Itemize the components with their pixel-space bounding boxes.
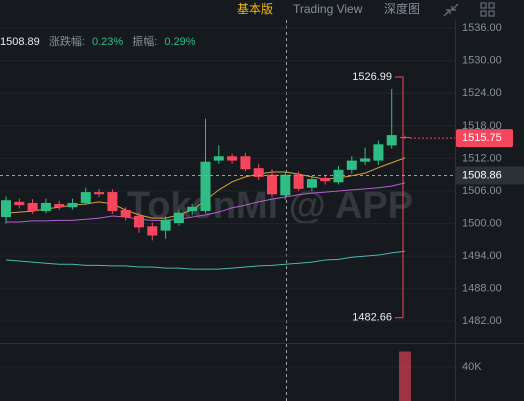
y-tick-label: 1518.00 [462, 120, 502, 132]
candle-body [400, 136, 410, 139]
fullscreen-icon[interactable] [443, 3, 459, 17]
y-tick-label: 1482.00 [462, 315, 502, 327]
y-tick-label: 1512.00 [462, 152, 502, 164]
y2-tick-label: 40K [462, 361, 482, 373]
candle-body [40, 202, 51, 212]
candle-body [333, 169, 344, 183]
candle-body [386, 135, 397, 146]
info-price: 1508.89 [0, 36, 40, 48]
info-line: 1508.89 涨跌幅: 0.23% 振幅: 0.29% [0, 34, 196, 48]
candle-body [280, 174, 291, 196]
y-tick-label: 1506.00 [462, 185, 502, 197]
candle-body [54, 204, 65, 208]
candle-body [200, 161, 211, 212]
stat-value: 0.29% [164, 36, 195, 48]
candle-body [213, 156, 224, 161]
candle-body [320, 177, 331, 182]
candle-body [67, 202, 78, 208]
layout-icon[interactable] [480, 2, 495, 17]
candle-body [160, 219, 171, 231]
range-low-label: 1482.66 [352, 312, 392, 324]
range-high-label: 1526.99 [352, 71, 392, 83]
candle-body [267, 174, 277, 195]
tab[interactable]: 深度图 [384, 1, 420, 16]
y-tick-label: 1500.00 [462, 217, 502, 229]
candle-body [14, 201, 25, 206]
crosshair-label-bg [456, 166, 524, 185]
moving-average [5, 250, 406, 270]
candle-body [346, 160, 357, 170]
candle-body [240, 156, 251, 170]
candle-body [227, 156, 238, 161]
candle-body [120, 210, 131, 218]
candle-body [80, 192, 91, 203]
last-price-bg [456, 129, 513, 148]
y-tick-label: 1530.00 [462, 55, 502, 67]
candle-body [187, 206, 198, 212]
candle-body [27, 202, 38, 212]
last-price-label: 1515.75 [462, 132, 502, 144]
candle-body [293, 174, 304, 189]
candle-body [107, 192, 118, 212]
candle-body [94, 192, 105, 195]
candle-body [173, 212, 184, 224]
range-marker [395, 76, 404, 319]
y-tick-label: 1494.00 [462, 250, 502, 262]
candle-body [253, 168, 264, 177]
y-tick-label: 1488.00 [462, 283, 502, 295]
volume-bar [399, 351, 411, 401]
tab[interactable]: Trading View [293, 2, 363, 16]
candle-body [306, 179, 317, 188]
y-tick-label: 1536.00 [462, 22, 502, 34]
candle-body [1, 200, 11, 218]
stat-value: 0.23% [92, 36, 123, 48]
y-tick-label: 1524.00 [462, 87, 502, 99]
stat-label: 振幅: [132, 34, 157, 48]
stat-label: 涨跌幅: [49, 34, 85, 48]
candle-body [134, 215, 144, 228]
moving-average [6, 182, 406, 223]
candle-body [373, 144, 384, 161]
tab[interactable]: 基本版 [237, 2, 273, 16]
candle-body [147, 226, 158, 236]
candle-body [360, 158, 371, 162]
crosshair-label: 1508.86 [462, 169, 502, 181]
